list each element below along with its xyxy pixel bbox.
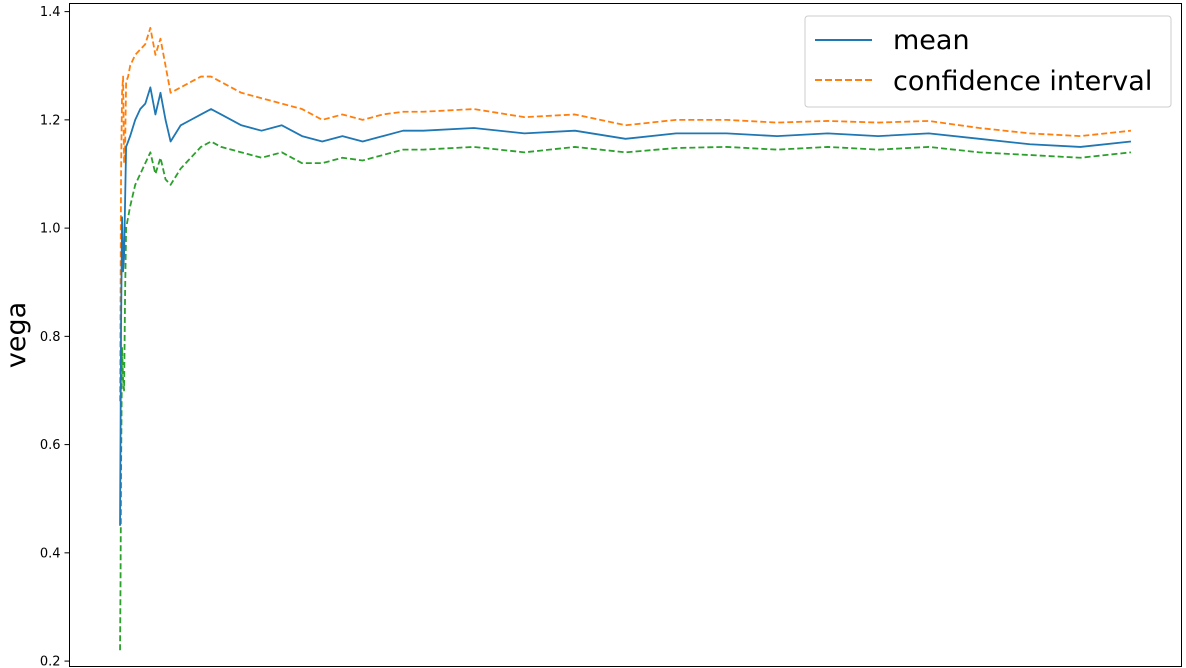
plot-lines — [119, 26, 1132, 651]
y-axis: 0.2 0.4 0.6 0.8 1.0 1.2 1.4 — [40, 5, 70, 668]
series-line-lower-bound — [119, 140, 1132, 651]
legend: mean confidence interval — [804, 15, 1172, 108]
y-tick-label: 0.8 — [40, 330, 61, 345]
y-tick-label: 1.2 — [40, 113, 61, 128]
legend-label-mean: mean — [893, 25, 970, 56]
y-tick-label: 1.4 — [40, 5, 61, 20]
y-axis-label: vega — [1, 302, 32, 368]
legend-box — [804, 15, 1172, 108]
series-line-confidence-interval — [119, 26, 1132, 402]
series-line-mean — [119, 86, 1132, 526]
y-tick-label: 0.6 — [40, 438, 61, 453]
y-tick-label: 0.2 — [40, 655, 61, 668]
y-tick-label: 1.0 — [40, 222, 61, 237]
legend-label-confidence-interval: confidence interval — [893, 66, 1152, 97]
y-tick-label: 0.4 — [40, 546, 61, 561]
plot-frame — [69, 3, 1182, 667]
